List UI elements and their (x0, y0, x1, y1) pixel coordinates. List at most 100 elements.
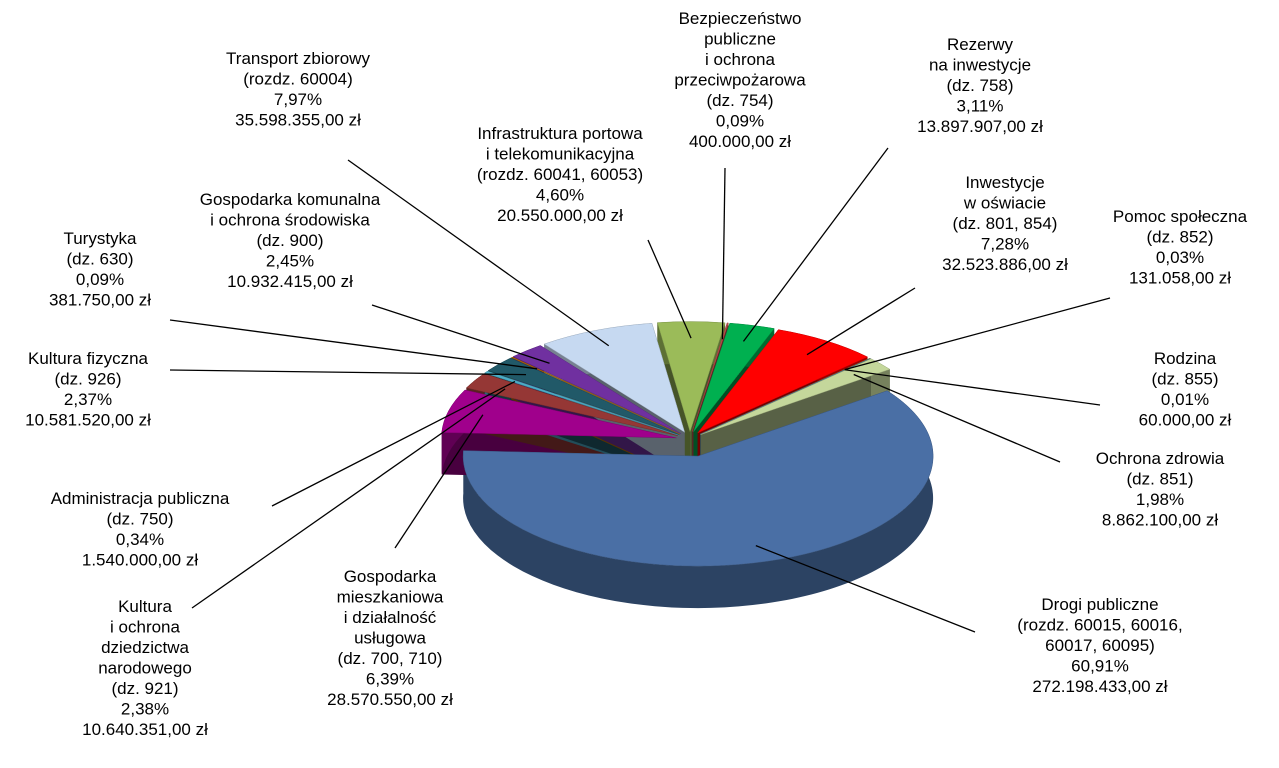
slice-side (463, 390, 934, 609)
slice (484, 370, 679, 436)
leader-line (394, 414, 484, 549)
slice (510, 356, 681, 435)
leader-line (806, 287, 916, 356)
leader-line (647, 239, 692, 339)
data-label: Gospodarka (344, 567, 437, 586)
data-label: i ochrona środowiska (210, 211, 370, 230)
leader-line (844, 369, 1101, 406)
data-label: 8.862.100,00 zł (1102, 511, 1218, 530)
data-label: i ochrona (110, 618, 180, 637)
data-label: 1.540.000,00 zł (82, 551, 198, 570)
data-label: 3,11% (957, 97, 1004, 116)
data-label: 20.550.000,00 zł (497, 206, 623, 225)
data-label: (dz. 926) (54, 370, 121, 389)
data-label: i telekomunikacyjna (486, 145, 635, 164)
data-label: 7,97% (274, 90, 322, 109)
data-label: Turystyka (63, 229, 137, 248)
data-label: Drogi publiczne (1041, 595, 1158, 614)
data-label: Rodzina (1154, 349, 1217, 368)
leader-line (742, 147, 889, 342)
data-label: Rezerwy (947, 35, 1014, 54)
data-label: 131.058,00 zł (1129, 269, 1231, 288)
data-label: Transport zbiorowy (226, 49, 370, 68)
data-label: 381.750,00 zł (49, 291, 151, 310)
data-label: usługowa (354, 629, 426, 648)
leader-line (347, 159, 610, 347)
data-label: Kultura fizyczna (28, 349, 149, 368)
data-label: Pomoc społeczna (1113, 207, 1248, 226)
slice (700, 358, 891, 435)
leader-line (169, 369, 527, 376)
data-label: (dz. 851) (1126, 470, 1193, 489)
data-label: (dz. 758) (946, 76, 1013, 95)
data-label: 10.581.520,00 zł (25, 411, 151, 430)
data-label: (dz. 921) (111, 679, 178, 698)
data-label: publiczne (704, 30, 776, 49)
data-label: 35.598.355,00 zł (235, 111, 361, 130)
data-label: (dz. 855) (1151, 370, 1218, 389)
leader-line (721, 167, 726, 340)
data-label: 32.523.886,00 zł (942, 255, 1068, 274)
slice (543, 323, 686, 433)
data-label: w oświacie (963, 194, 1046, 213)
data-label: Administracja publiczna (51, 489, 230, 508)
data-label: Kultura (118, 597, 172, 616)
data-label: przeciwpożarowa (674, 71, 806, 90)
data-label: Bezpieczeństwo (679, 9, 802, 28)
slice (512, 345, 681, 434)
data-label: 10.640.351,00 zł (82, 720, 208, 739)
data-label: na inwestycje (929, 56, 1031, 75)
slice (697, 329, 869, 434)
leader-line (755, 544, 976, 633)
slice (657, 321, 726, 433)
slice (700, 358, 872, 435)
data-label: narodowego (98, 659, 192, 678)
data-label: 0,34% (116, 530, 164, 549)
leader-line (169, 319, 538, 370)
data-label: 60.000,00 zł (1139, 411, 1232, 430)
data-label: 10.932.415,00 zł (227, 272, 353, 291)
slice (693, 322, 775, 433)
data-label: (dz. 630) (66, 250, 133, 269)
data-label: 60,91% (1071, 657, 1129, 676)
slice (691, 322, 729, 432)
data-label: 0,09% (716, 112, 764, 131)
data-label: 60017, 60095) (1045, 636, 1155, 655)
data-label: 400.000,00 zł (689, 132, 791, 151)
data-label: (rozdz. 60041, 60053) (477, 165, 643, 184)
data-label: (dz. 700, 710) (338, 649, 443, 668)
data-label: 4,60% (536, 186, 584, 205)
data-label: dziedzictwa (101, 638, 189, 657)
data-label: 0,01% (1161, 390, 1209, 409)
data-label: Inwestycje (965, 173, 1044, 192)
data-label: 6,39% (366, 670, 414, 689)
data-label: 272.198.433,00 zł (1032, 677, 1167, 696)
slice (462, 390, 934, 567)
data-label: mieszkaniowa (337, 588, 444, 607)
data-label: i działalność (344, 608, 437, 627)
data-label: 0,09% (76, 270, 124, 289)
data-label: (dz. 852) (1146, 228, 1213, 247)
data-label: 1,98% (1136, 490, 1184, 509)
data-label: (dz. 900) (256, 231, 323, 250)
data-label: Infrastruktura portowa (477, 124, 643, 143)
data-label: (dz. 801, 854) (953, 214, 1058, 233)
data-label: (dz. 750) (106, 510, 173, 529)
data-label: Gospodarka komunalna (200, 190, 381, 209)
leader-line (371, 304, 550, 364)
data-label: 7,28% (981, 235, 1029, 254)
data-label: i ochrona (705, 50, 775, 69)
leader-line (844, 297, 1111, 371)
data-label: 28.570.550,00 zł (327, 690, 453, 709)
data-label: (rozdz. 60004) (243, 70, 353, 89)
data-label: 2,45% (266, 252, 314, 271)
leader-line (191, 388, 506, 609)
leader-line (853, 373, 1061, 463)
data-label: 13.897.907,00 zł (917, 117, 1043, 136)
data-label: Ochrona zdrowia (1096, 449, 1225, 468)
data-label: 2,38% (121, 700, 169, 719)
data-label: (rozdz. 60015, 60016, (1017, 616, 1182, 635)
leader-line (271, 380, 516, 507)
labels: Infrastruktura portowa i telekomunikacyjn… (25, 9, 1247, 739)
